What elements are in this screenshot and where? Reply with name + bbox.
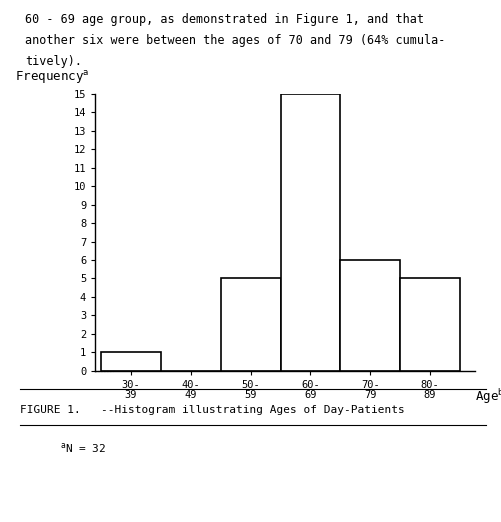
- Bar: [101, 352, 161, 371]
- Bar: [221, 278, 281, 371]
- Text: Frequency$^{\rm a}$: Frequency$^{\rm a}$: [16, 69, 90, 86]
- Text: $^{\rm a}$N = 32: $^{\rm a}$N = 32: [60, 441, 107, 455]
- Text: 60 - 69 age group, as demonstrated in Figure 1, and that: 60 - 69 age group, as demonstrated in Fi…: [25, 13, 424, 26]
- Bar: [400, 278, 460, 371]
- Text: Age$^{\rm b}$: Age$^{\rm b}$: [475, 387, 501, 406]
- Text: another six were between the ages of 70 and 79 (64% cumula-: another six were between the ages of 70 …: [25, 34, 445, 47]
- Bar: [281, 94, 340, 371]
- Text: FIGURE 1.   --Histogram illustrating Ages of Day-Patients: FIGURE 1. --Histogram illustrating Ages …: [20, 405, 405, 414]
- Text: tively).: tively).: [25, 55, 82, 68]
- Bar: [340, 260, 400, 371]
